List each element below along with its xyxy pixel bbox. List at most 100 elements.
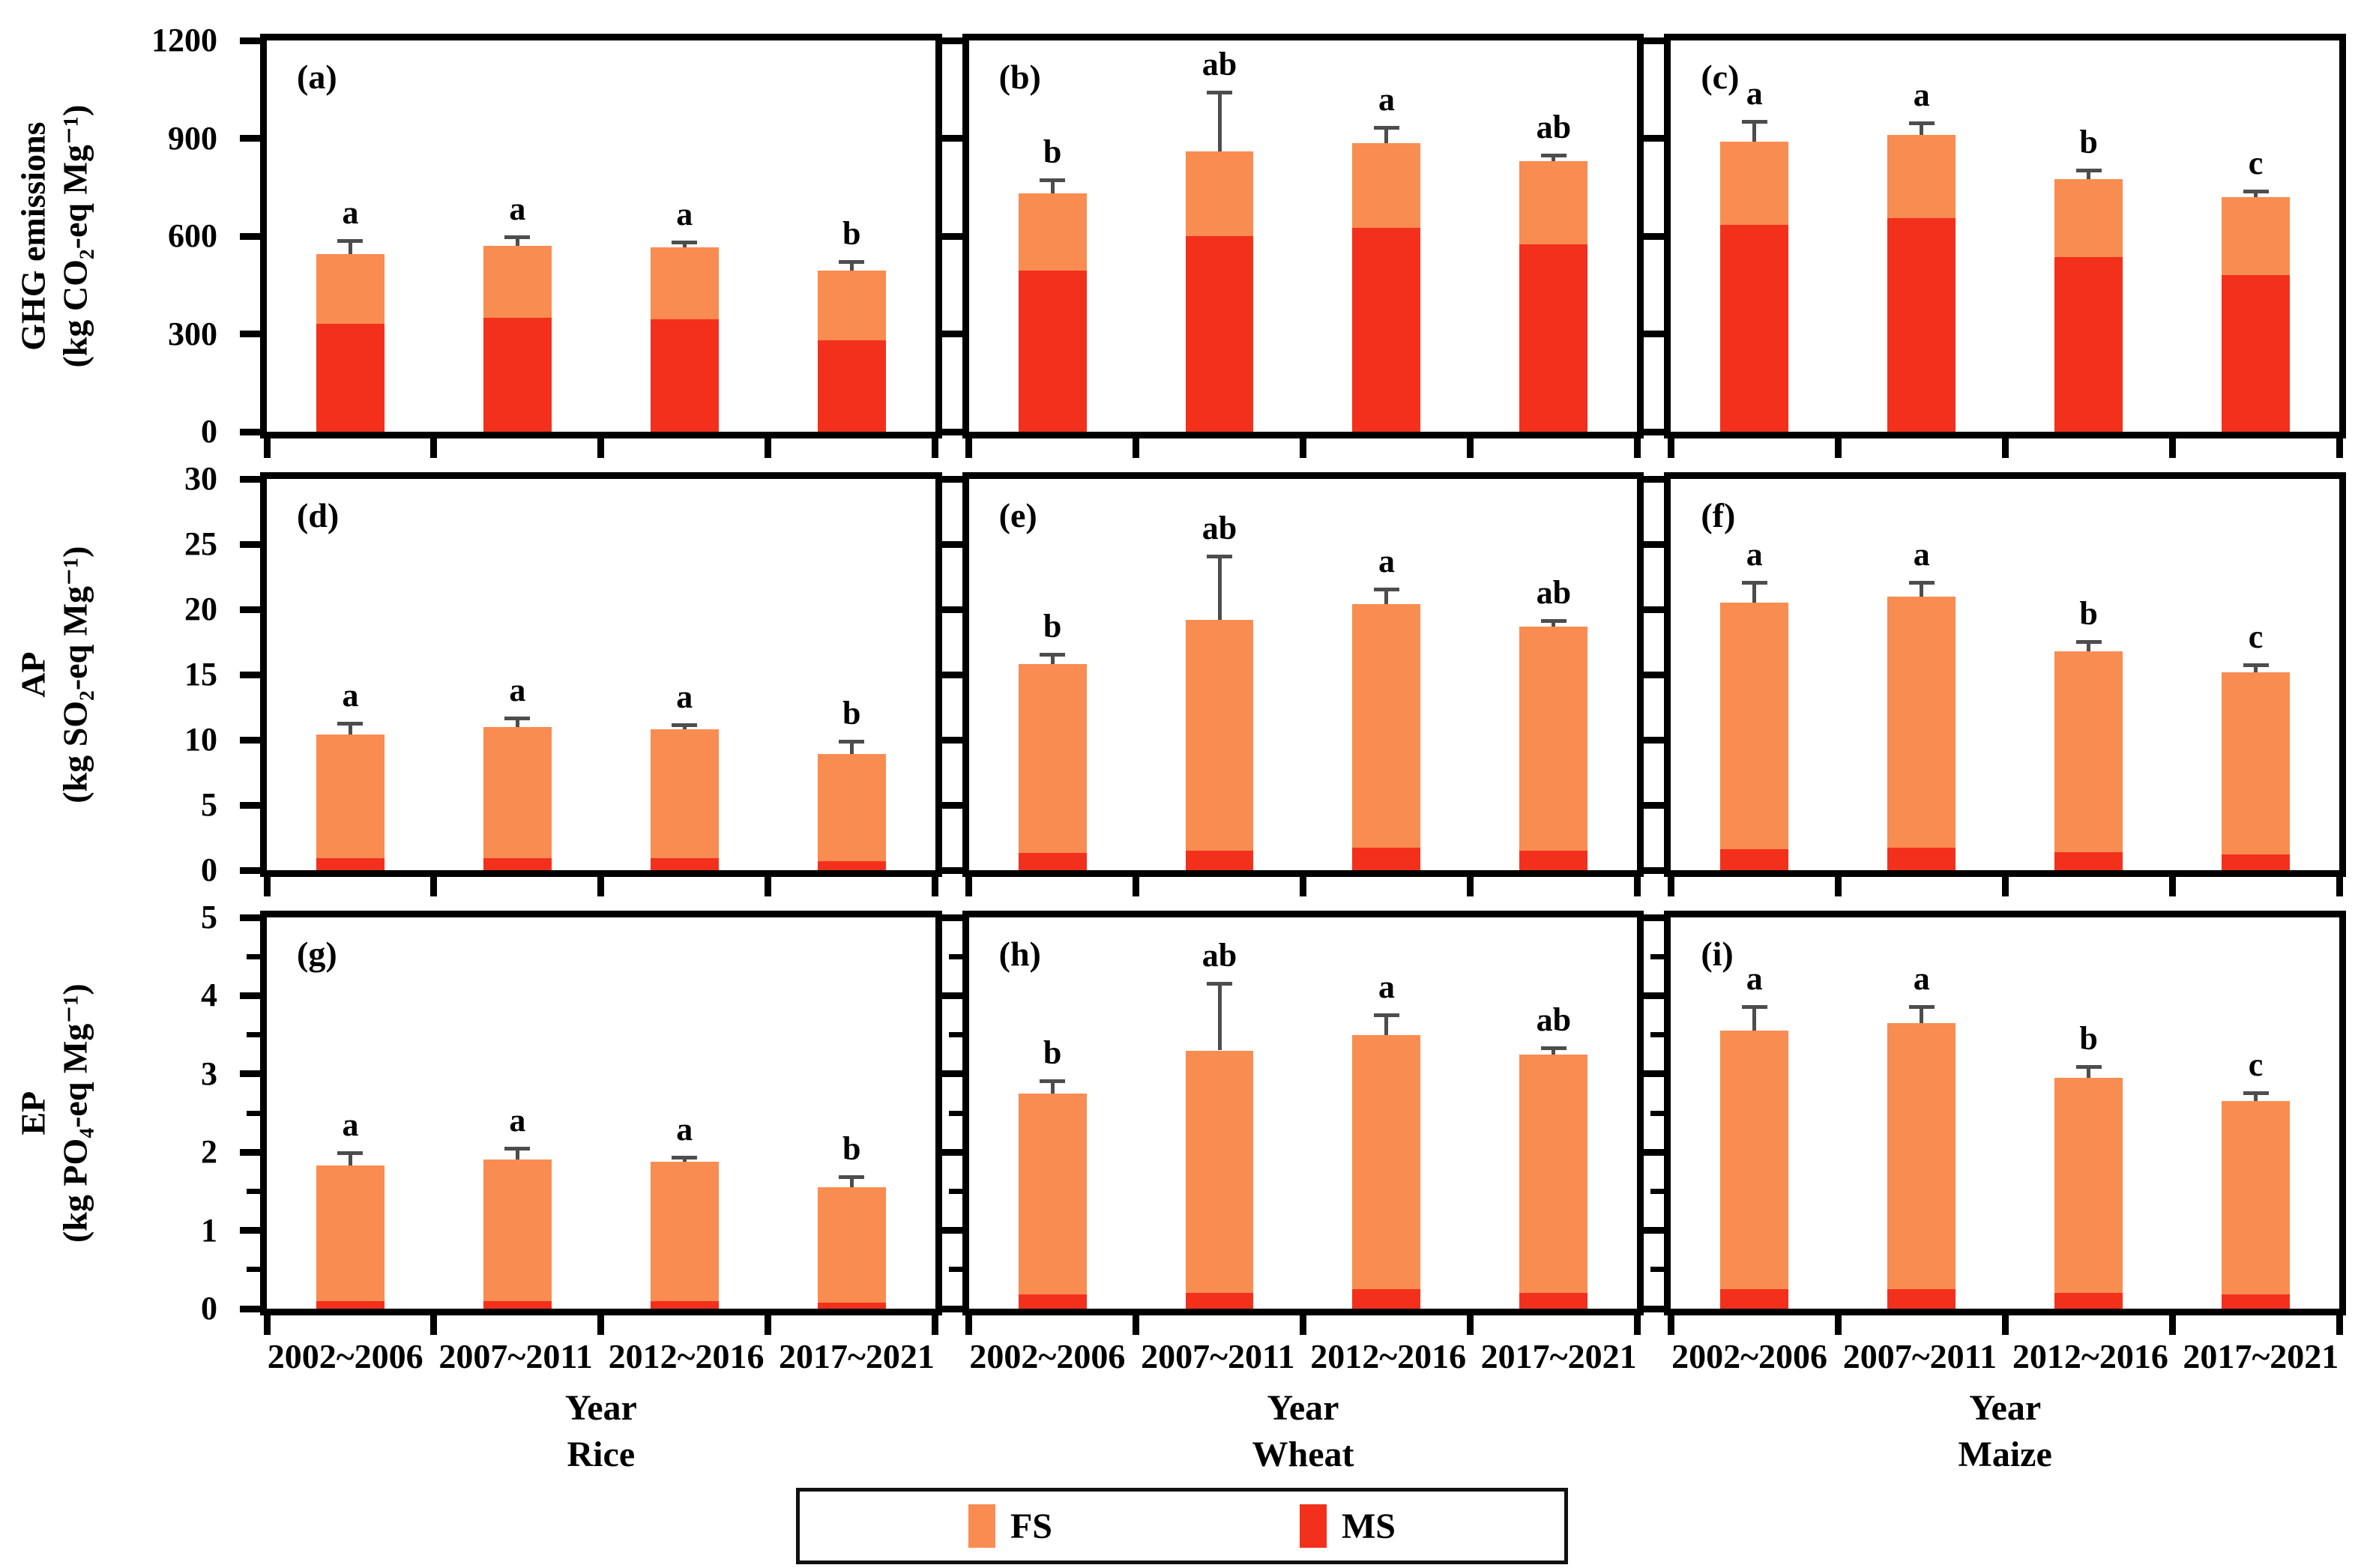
y-axis-tick-label: 0 [201, 413, 217, 450]
error-bar-line [849, 742, 854, 755]
error-bar-cap [2075, 639, 2102, 644]
y-axis-tick [240, 606, 260, 613]
bar-segment-fs [1185, 1050, 1254, 1294]
bar-segment-fs [483, 1159, 552, 1301]
chart-grid: GHG emissions (kg CO₂-eq Mg⁻¹) (a) 0 300 60… [0, 24, 2364, 1335]
error-bar-line [1752, 121, 1757, 142]
significance-letter: c [2248, 145, 2264, 182]
error-bar-cap [672, 723, 698, 727]
error-bar-cap [1373, 1013, 1399, 1017]
bar-segment-fs [2222, 672, 2290, 855]
bar-segment-fs [316, 1165, 385, 1301]
bar-segment-ms [316, 324, 385, 432]
significance-letter: a [342, 193, 359, 231]
y-axis-minor-tick [1650, 1267, 1665, 1273]
y-axis-tick-label: 300 [168, 315, 217, 352]
error-bar-cap [1908, 1005, 1935, 1010]
error-bar-line [1752, 1007, 1757, 1031]
panel-c: (c) a a b c [1644, 34, 2346, 458]
significance-letter: ab [1201, 936, 1237, 974]
panel-letter-label: (f) [1701, 496, 1736, 534]
y-axis-tick [941, 914, 962, 921]
bar-segment-ms [1720, 224, 1789, 432]
error-bar-line [2087, 1067, 2091, 1079]
y-axis-minor-tick [247, 1188, 260, 1194]
panel-e: (e) b ab a ab [941, 472, 1644, 896]
plot-area-b: (b) b ab a ab [941, 34, 1644, 458]
x-axis-tick [2001, 438, 2009, 458]
y-axis-tick [240, 135, 260, 142]
y-axis-minor-tick [948, 1267, 962, 1273]
x-axis-tick [1133, 1315, 1140, 1335]
x-axis-tick [1633, 438, 1641, 458]
error-bar-line [348, 724, 352, 735]
bar-segment-fs [817, 754, 886, 861]
bar-segment-ms [650, 858, 719, 870]
significance-letter: b [2079, 124, 2098, 161]
legend-label-fs: FS [1010, 1506, 1052, 1546]
error-bar-line [348, 1154, 352, 1166]
bar-segment-fs [1887, 1022, 1956, 1289]
error-bar-cap [504, 717, 531, 721]
x-axis-tick [2336, 1315, 2343, 1335]
y-axis-tick-label: 0 [201, 851, 217, 888]
x-axis-spacer [0, 1338, 240, 1473]
bar-segment-fs [650, 247, 719, 319]
x-axis-tick [1834, 438, 1842, 458]
error-bar-line [515, 1149, 519, 1160]
error-bar-line [1384, 1015, 1389, 1035]
legend: FS MS [796, 1488, 1568, 1564]
error-bar-cap [337, 238, 364, 243]
x-axis-tick [1133, 438, 1140, 458]
bar-segment-ms [650, 1300, 719, 1309]
x-axis-tick [1667, 438, 1674, 458]
x-axis-tick [597, 877, 605, 896]
significance-letter: b [842, 214, 861, 252]
y-axis-minor-tick [247, 953, 260, 959]
bar-segment-ms [483, 317, 552, 432]
y-axis-tick [941, 671, 962, 678]
error-bar-cap [1908, 121, 1935, 125]
y-axis-tick-label: 25 [184, 525, 217, 562]
legend-item-ms: MS [1300, 1504, 1396, 1548]
y-axis-tick [240, 37, 260, 44]
y-axis-title-text: EP (kg PO₄-eq Mg⁻¹) [12, 983, 96, 1243]
error-bar-line [1552, 156, 1556, 161]
significance-letter: ab [1536, 1001, 1572, 1039]
y-axis-tick [240, 232, 260, 240]
panel-i: (i) a a b c [1644, 911, 2346, 1335]
x-category-label: 2002~2006 [969, 1337, 1126, 1375]
y-axis-tick [941, 866, 962, 874]
x-axis-tick [1667, 1315, 1674, 1335]
bar-segment-ms [2054, 851, 2123, 870]
bar-segment-ms [316, 1300, 385, 1309]
y-axis-tick-label: 1 [201, 1211, 217, 1249]
y-axis-tick-label: 15 [184, 656, 217, 693]
y-axis-minor-tick [948, 1032, 962, 1038]
bar-segment-ms [1018, 853, 1087, 870]
error-bar-cap [1741, 1005, 1767, 1010]
y-axis-tick [240, 540, 260, 548]
y-axis-minor-tick [1650, 1188, 1665, 1194]
bar-segment-ms [1887, 218, 1956, 432]
x-category-label: 2002~2006 [1671, 1337, 1827, 1375]
y-axis-tick-label: 5 [201, 786, 217, 823]
y-axis-tick [941, 428, 962, 435]
plot-area-h: (h) b ab a ab [941, 911, 1644, 1335]
y-axis-tick [240, 992, 260, 999]
significance-letter: a [342, 1106, 359, 1144]
error-bar-line [1050, 654, 1055, 665]
bar-segment-fs [1720, 1031, 1789, 1289]
error-bar-cap [1207, 90, 1233, 94]
x-axis-tick [1466, 877, 1474, 896]
significance-letter: a [1913, 76, 1930, 113]
y-axis-minor-tick [247, 1267, 260, 1273]
y-axis-tick [941, 1070, 962, 1078]
y-axis-tick-label: 20 [184, 591, 217, 627]
x-axis-tick [1133, 877, 1140, 896]
error-bar-cap [2075, 169, 2102, 173]
y-axis-tick [1644, 671, 1665, 678]
x-axis-tick [263, 438, 271, 458]
y-axis-tick [941, 331, 962, 337]
